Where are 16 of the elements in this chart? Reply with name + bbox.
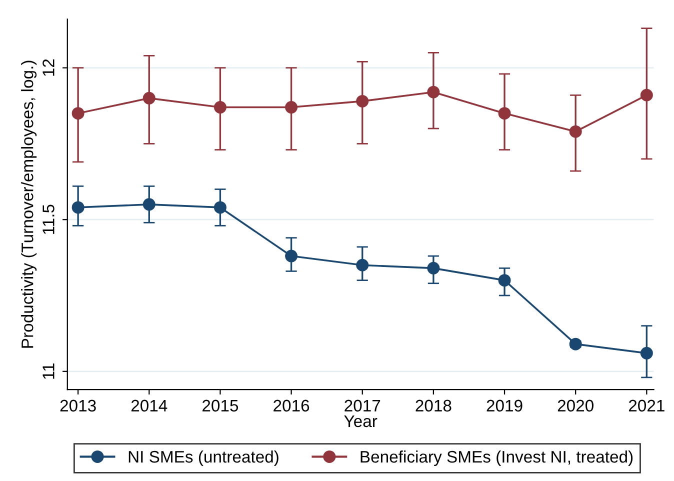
y-tick-label: 12 <box>42 59 54 76</box>
legend-label: NI SMEs (untreated) <box>128 450 278 466</box>
x-tick-label: 2013 <box>60 400 96 412</box>
y-axis-title: Productivity (Turnover/employees, log.) <box>21 60 37 348</box>
x-tick-label: 2021 <box>628 400 664 412</box>
x-tick-label: 2017 <box>344 400 380 412</box>
x-tick-label: 2016 <box>274 400 310 412</box>
x-axis-title: Year <box>344 415 378 428</box>
legend-label: Beneficiary SMEs (Invest NI, treated) <box>360 450 633 466</box>
x-tick-label: 2015 <box>202 400 238 412</box>
y-tick-label: 11.5 <box>42 204 54 234</box>
y-tick-label: 11 <box>42 364 54 379</box>
x-tick-label: 2018 <box>416 400 452 412</box>
x-tick-label: 2014 <box>131 400 168 412</box>
x-tick-label: 2019 <box>486 400 522 412</box>
x-tick-label: 2020 <box>558 400 594 412</box>
